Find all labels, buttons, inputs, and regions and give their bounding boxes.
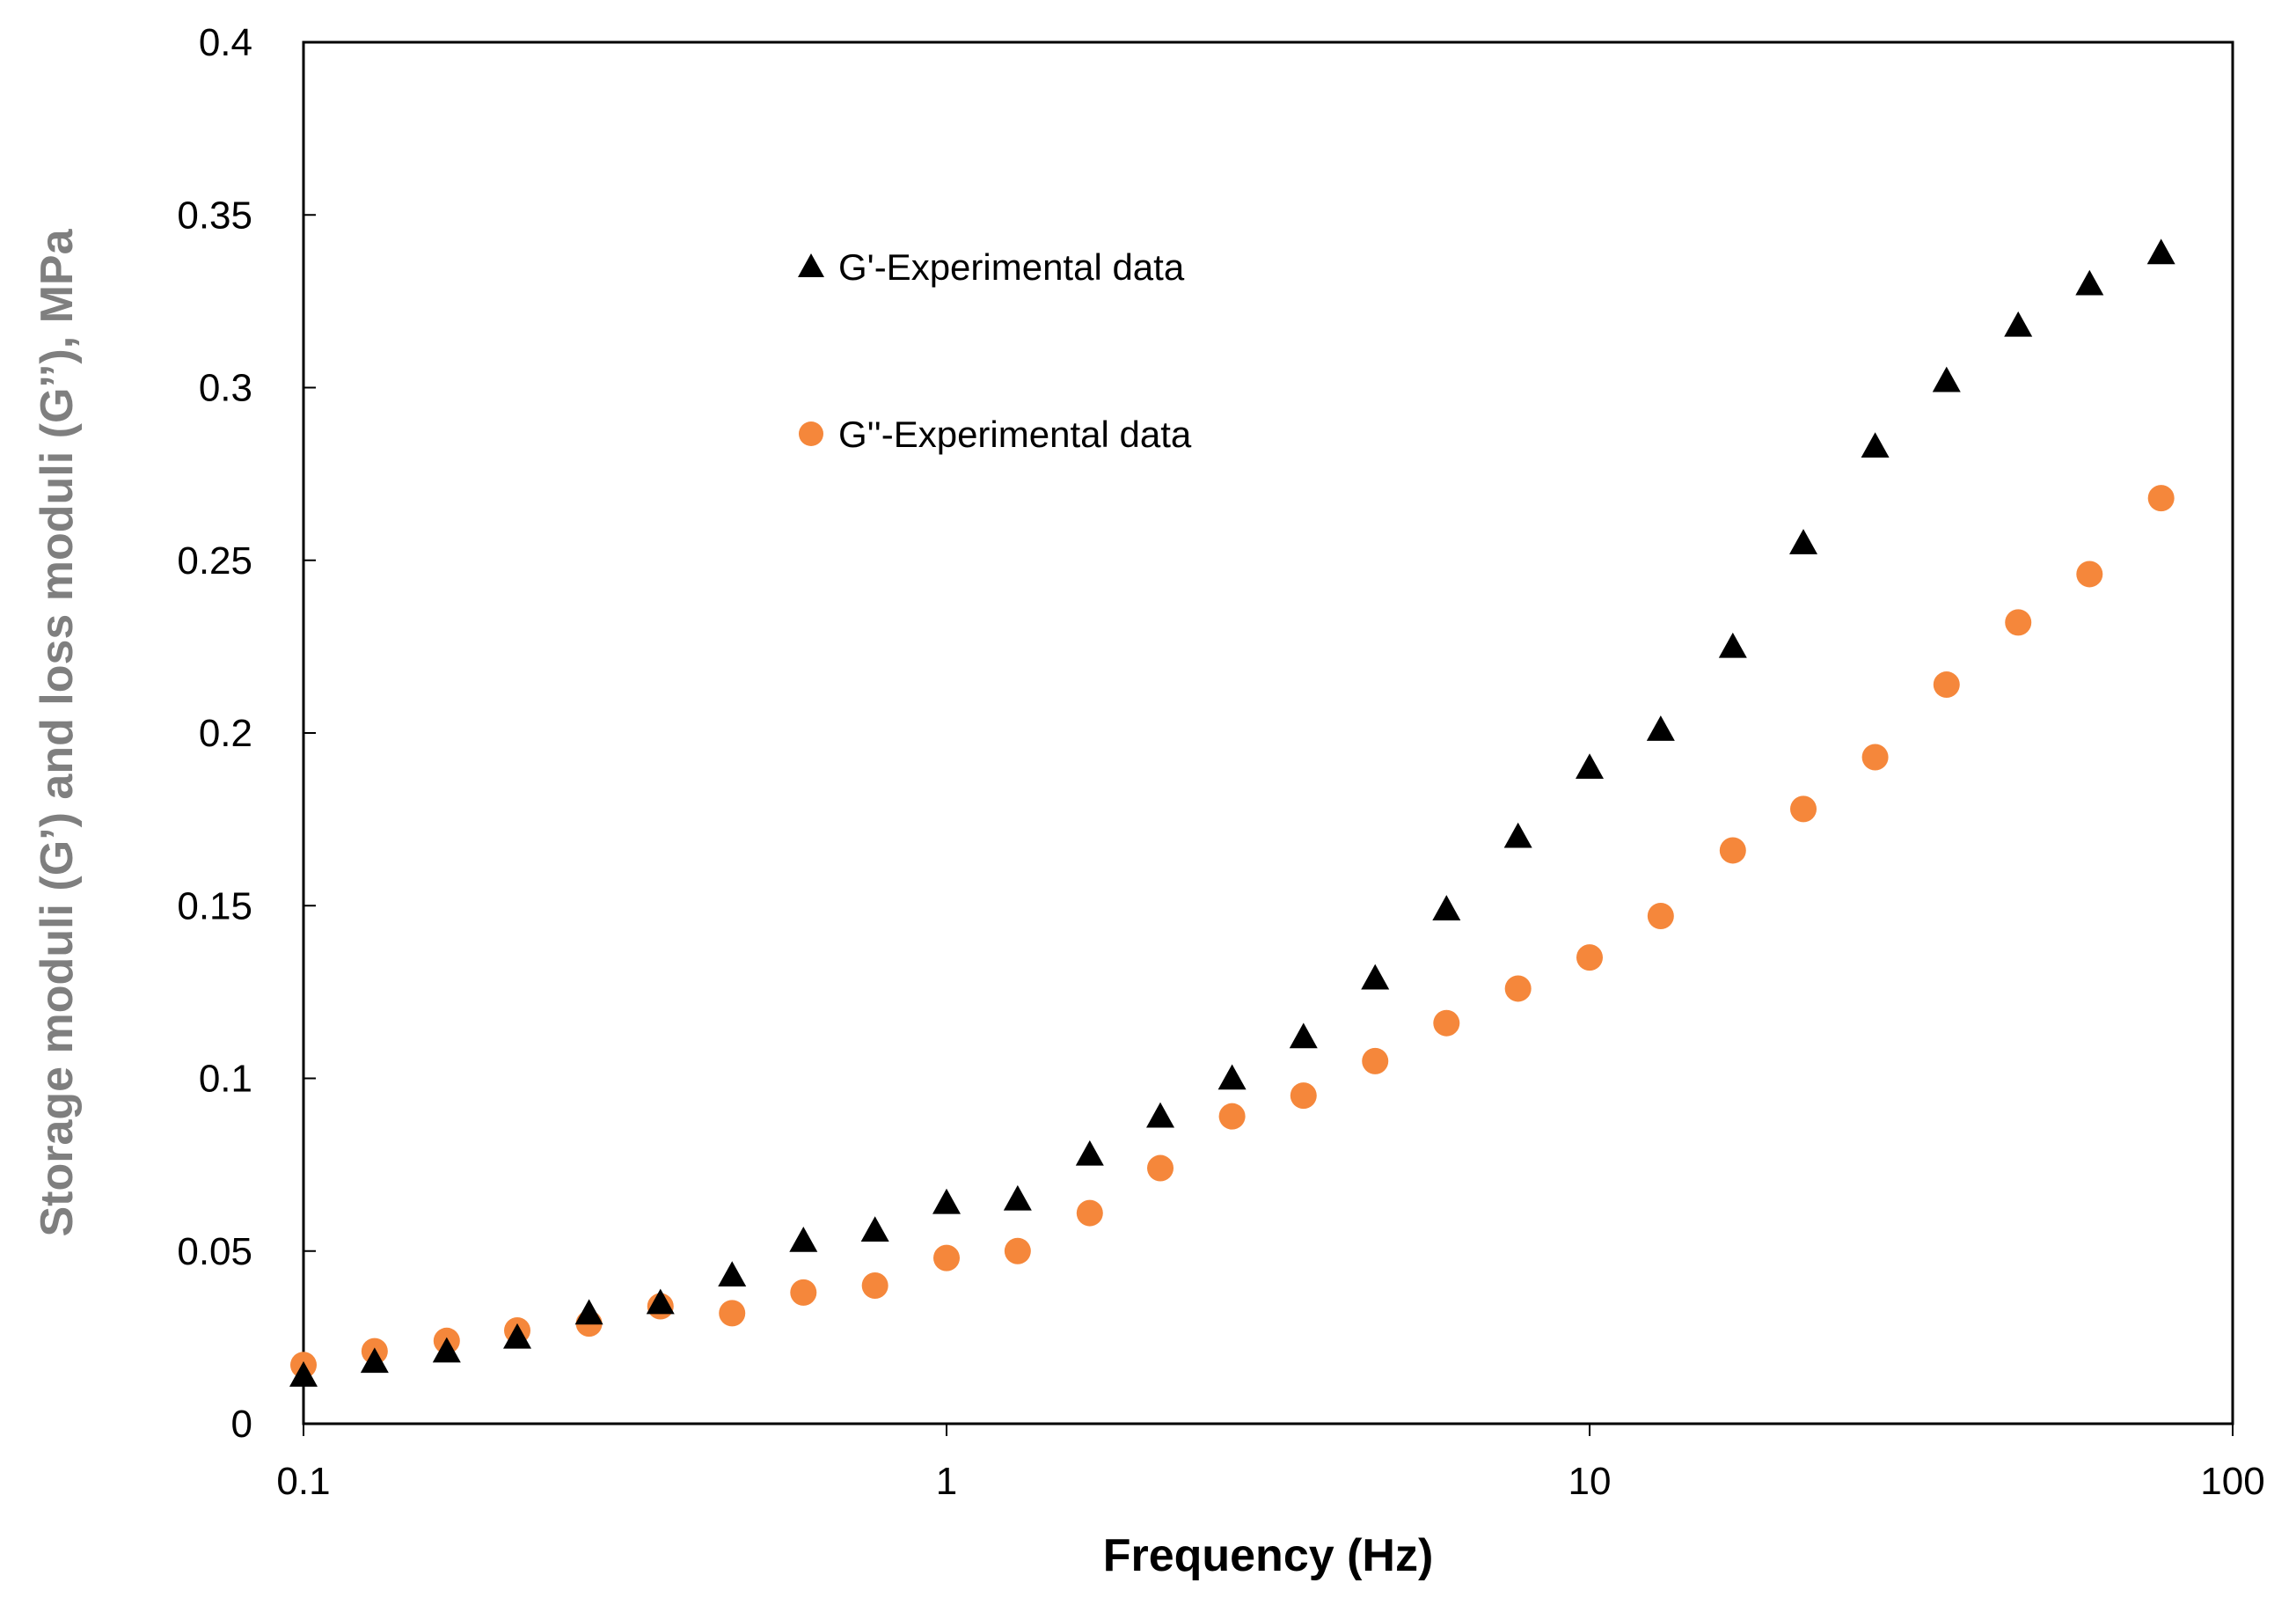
g-double-prime-point xyxy=(1861,744,1889,771)
g-prime-point xyxy=(932,1188,961,1214)
g-prime-point xyxy=(2146,238,2175,265)
y-tick-label: 0.25 xyxy=(177,539,252,583)
y-tick-label: 0.1 xyxy=(199,1058,252,1101)
g-prime-point xyxy=(432,1337,461,1363)
g-prime-point xyxy=(1003,1184,1032,1211)
y-axis-title: Storage moduli (G’) and loss moduli (G’’… xyxy=(32,228,83,1236)
g-double-prime-point xyxy=(1076,1199,1103,1227)
g-double-prime-point xyxy=(1933,671,1960,699)
g-double-prime-point xyxy=(1433,1009,1460,1037)
g-prime-point xyxy=(289,1361,318,1387)
data-series xyxy=(289,238,2175,1387)
g-prime-point xyxy=(1146,1102,1175,1128)
y-tick-label: 0.15 xyxy=(177,884,252,927)
y-tick-label: 0.35 xyxy=(177,194,252,237)
g-double-prime-point xyxy=(1504,975,1532,1002)
g-prime-point xyxy=(1861,432,1890,458)
y-tick-label: 0.4 xyxy=(199,21,252,64)
g-prime-point xyxy=(1075,1140,1104,1166)
y-tick-label: 0.3 xyxy=(199,367,252,410)
g-prime-point xyxy=(1217,1064,1247,1090)
g-prime-point xyxy=(1789,529,1818,554)
g-prime-point xyxy=(1503,822,1532,848)
g-double-prime-point xyxy=(1218,1103,1246,1130)
legend-label-g-prime: G'-Experimental data xyxy=(838,246,1185,288)
g-double-prime-point xyxy=(1290,1082,1317,1110)
x-axis-title: Frequency (Hz) xyxy=(1103,1530,1434,1581)
g-prime-point xyxy=(2004,311,2033,337)
g-double-prime-point xyxy=(790,1279,817,1306)
legend-triangle-marker xyxy=(798,253,824,277)
g-double-prime-point xyxy=(1647,903,1674,930)
g-double-prime-point xyxy=(2076,561,2103,588)
g-prime-point xyxy=(1932,366,1961,392)
legend-circle-marker xyxy=(799,421,823,446)
y-tick-label: 0.05 xyxy=(177,1230,252,1273)
g-double-prime-point xyxy=(719,1300,746,1327)
y-axis-ticks: 0 0.05 0.1 0.15 0.2 0.25 0.3 0.35 0.4 xyxy=(177,21,316,1446)
g-prime-point xyxy=(789,1226,818,1252)
g-double-prime-point xyxy=(2005,609,2032,636)
g-prime-point xyxy=(1289,1022,1318,1049)
y-tick-label: 0 xyxy=(231,1403,252,1446)
g-double-prime-point xyxy=(2147,485,2175,512)
legend-item-g-double-prime: G''-Experimental data xyxy=(799,414,1192,455)
g-double-prime-point xyxy=(1362,1047,1389,1074)
g-prime-point xyxy=(574,1299,603,1325)
x-axis-ticks: 0.1 1 10 100 xyxy=(276,1424,2265,1503)
g-double-prime-point xyxy=(1004,1237,1031,1264)
g-double-prime-point xyxy=(1719,837,1746,864)
y-tick-label: 0.2 xyxy=(199,712,252,755)
g-double-prime-point xyxy=(861,1272,888,1299)
g-double-prime-point xyxy=(1147,1154,1174,1182)
g-prime-point xyxy=(718,1261,747,1287)
x-tick-label: 0.1 xyxy=(276,1460,330,1503)
g-prime-point xyxy=(646,1288,675,1315)
g-prime-point xyxy=(1646,715,1675,741)
g-prime-point xyxy=(360,1347,389,1374)
legend: G'-Experimental data G''-Experimental da… xyxy=(798,246,1192,455)
g-prime-point xyxy=(1718,632,1747,658)
g-double-prime-point xyxy=(1790,795,1817,823)
g-prime-point xyxy=(860,1216,889,1242)
g-prime-point xyxy=(1361,964,1390,990)
g-prime-point xyxy=(1432,895,1461,920)
g-prime-point xyxy=(2075,269,2104,296)
x-tick-label: 100 xyxy=(2200,1460,2264,1503)
x-tick-label: 1 xyxy=(936,1460,957,1503)
legend-item-g-prime: G'-Experimental data xyxy=(798,246,1185,288)
g-double-prime-point xyxy=(1576,944,1603,971)
x-tick-label: 10 xyxy=(1568,1460,1612,1503)
g-double-prime-point xyxy=(933,1244,960,1272)
g-prime-point xyxy=(1576,753,1604,780)
legend-label-g-double-prime: G''-Experimental data xyxy=(838,414,1192,455)
g-prime-point xyxy=(503,1323,532,1349)
